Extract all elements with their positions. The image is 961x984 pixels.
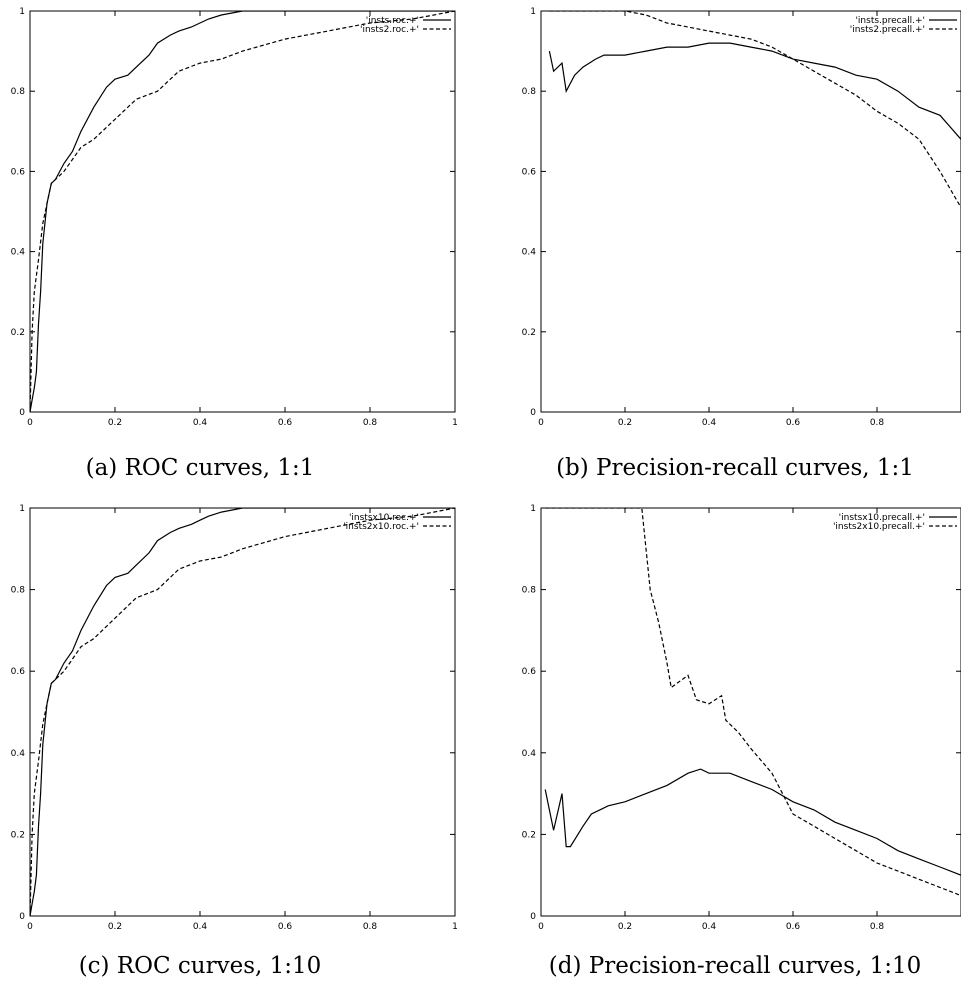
y-tick-label: 0.4 [522,248,537,258]
x-tick-label: 0.6 [786,922,801,932]
series-line-0 [544,768,961,876]
x-tick-label: 0.8 [363,922,378,932]
figure-caption: (d) Precision-recall curves, 1:10 [549,953,921,979]
plot-frame [29,10,456,413]
legend-label: 'instsx10.precall.+' [839,513,925,523]
y-tick-label: 0.8 [11,87,26,97]
chart-panel-3: 0 0.2 0.4 0.6 0.8 0 0.2 0.4 0.6 0.8 1 'instsx10.pre… [522,504,961,979]
plot-frame [540,507,961,917]
y-tick-label: 0.6 [11,167,26,177]
legend-label: 'insts.roc.+' [366,16,419,26]
legend-label: 'insts2x10.precall.+' [833,522,925,532]
x-tick-label: 0.6 [786,418,801,428]
legend-label: 'insts2.precall.+' [850,25,925,35]
y-tick-label: 1 [19,504,25,514]
x-tick-label: 0 [538,418,544,428]
y-tick-label: 1 [19,7,25,17]
series-line-0 [548,42,961,140]
plot-frame [540,10,961,413]
x-tick-label: 1 [452,418,458,428]
legend-label: 'insts2.roc.+' [360,25,419,35]
y-tick-label: 0.6 [11,667,26,677]
chart-panel-0: 0 0.2 0.4 0.6 0.8 1 0 0.2 0.4 0.6 0.8 1 'insts.roc.+… [11,7,458,481]
y-tick-label: 0.4 [522,749,537,759]
series-line-1 [30,11,455,412]
series-line-0 [30,11,455,412]
legend-label: 'instsx10.roc.+' [349,513,419,523]
y-tick-label: 0.2 [522,830,536,840]
y-tick-label: 0 [19,408,25,418]
y-tick-label: 0.8 [522,586,537,596]
chart-panel-2: 0 0.2 0.4 0.6 0.8 1 0 0.2 0.4 0.6 0.8 1 'instsx10.ro… [11,504,458,979]
x-tick-label: 0.2 [108,922,122,932]
series-line-1 [549,11,961,208]
series-line-0 [30,508,455,916]
y-tick-label: 0.6 [522,667,537,677]
x-tick-label: 0.4 [702,922,717,932]
x-tick-label: 0 [27,418,33,428]
chart-panel-1: 0 0.2 0.4 0.6 0.8 0 0.2 0.4 0.6 0.8 1 'insts.precal… [522,7,961,481]
y-tick-label: 0.8 [11,586,26,596]
x-tick-label: 0.2 [108,418,122,428]
plot-frame [29,507,456,917]
legend-label: 'insts.precall.+' [855,16,925,26]
x-tick-label: 0 [538,922,544,932]
figure-caption: (c) ROC curves, 1:10 [79,953,322,979]
x-tick-label: 0 [27,922,33,932]
x-tick-label: 0.2 [618,922,632,932]
series-line-1 [30,508,455,916]
y-tick-label: 0.8 [522,87,537,97]
y-tick-label: 0 [530,912,536,922]
x-tick-label: 1 [452,922,458,932]
x-tick-label: 0.6 [278,418,293,428]
x-tick-label: 0.8 [870,922,885,932]
figure-caption: (b) Precision-recall curves, 1:1 [556,455,914,481]
x-tick-label: 0.2 [618,418,632,428]
y-tick-label: 0.2 [11,328,25,338]
figure-caption: (a) ROC curves, 1:1 [86,455,315,481]
y-tick-label: 1 [530,7,536,17]
x-tick-label: 0.4 [193,418,208,428]
series-line-1 [545,508,961,897]
x-tick-label: 0.4 [193,922,208,932]
y-tick-label: 0 [19,912,25,922]
y-tick-label: 0.6 [522,167,537,177]
x-tick-label: 0.6 [278,922,293,932]
y-tick-label: 0.2 [11,830,25,840]
x-tick-label: 0.8 [870,418,885,428]
x-tick-label: 0.4 [702,418,717,428]
x-tick-label: 0.8 [363,418,378,428]
y-tick-label: 1 [530,504,536,514]
legend-label: 'insts2x10.roc.+' [343,522,419,532]
y-tick-label: 0.2 [522,328,536,338]
y-tick-label: 0 [530,408,536,418]
y-tick-label: 0.4 [11,749,26,759]
y-tick-label: 0.4 [11,248,26,258]
